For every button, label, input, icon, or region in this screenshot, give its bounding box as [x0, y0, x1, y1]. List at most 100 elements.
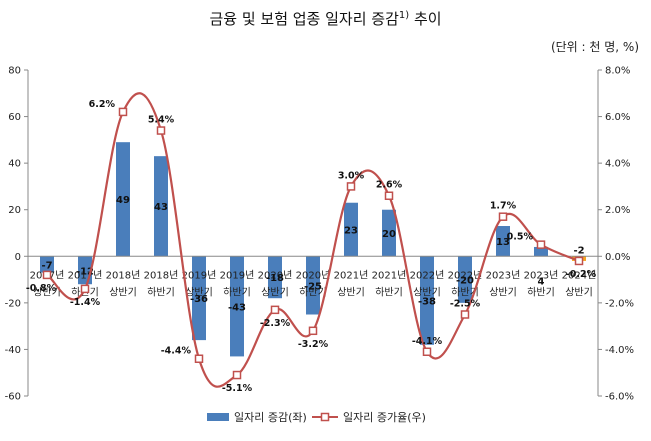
y-left-tick-label: -60	[5, 392, 21, 403]
line-value-label: 5.4%	[148, 115, 175, 126]
line-value-label: -1.4%	[70, 297, 101, 308]
x-tick-label-half: 상반기	[185, 286, 213, 298]
y-right-tick-label: -4.0%	[605, 345, 634, 356]
chart-title-note: 1)	[398, 10, 410, 21]
bar	[192, 256, 206, 341]
bar-value-label: 23	[344, 226, 358, 237]
line-point	[384, 191, 394, 200]
line-value-label: -0.2%	[566, 269, 597, 280]
y-left-tick-label: 80	[8, 66, 21, 77]
y-left-tick-label: 40	[8, 159, 21, 170]
bar	[496, 226, 510, 257]
bar-value-label: 43	[154, 202, 168, 213]
line-point	[80, 284, 90, 294]
bar-value-label: 13	[496, 237, 510, 248]
x-tick-label-half: 하반기	[451, 285, 479, 298]
line-point	[346, 182, 356, 191]
line-value-label: 6.2%	[89, 99, 116, 110]
x-tick-label-half: 상반기	[489, 286, 517, 298]
legend-line-label: 일자리 증가율(우)	[343, 410, 426, 424]
y-right-tick-label: -2.0%	[605, 298, 634, 309]
bar-value-label: 20	[382, 229, 396, 240]
line-value-label: -2.3%	[260, 318, 291, 329]
x-tick-label-half: 상반기	[413, 286, 441, 298]
x-tick-label-year: 2018년	[144, 269, 179, 281]
x-tick-label-year: 2018년	[106, 269, 141, 281]
x-tick-label-half: 하반기	[299, 285, 327, 298]
y-right-tick-label: 8.0%	[605, 66, 630, 77]
x-tick-label-half: 상반기	[33, 286, 61, 298]
bar	[268, 256, 282, 299]
line-point	[194, 354, 204, 363]
chart-title-text: 금융 및 보험 업종 일자리 증감	[209, 10, 399, 28]
line-point	[308, 326, 318, 336]
line-point	[270, 305, 280, 315]
line-value-label: -4.1%	[412, 336, 443, 347]
line-point	[156, 126, 166, 135]
bar-value-label: -2	[573, 245, 584, 256]
bar	[534, 246, 548, 257]
bar-value-label: -36	[190, 294, 208, 305]
line-point	[498, 212, 508, 221]
line-point	[42, 270, 52, 280]
y-right-tick-label: 6.0%	[605, 112, 630, 123]
x-tick-label-year: 2023년	[524, 269, 559, 281]
bar-value-label: 49	[116, 195, 130, 206]
x-tick-label-year: 2020년	[296, 269, 331, 281]
x-tick-label-half: 하반기	[223, 285, 251, 298]
y-right-tick-label: 2.0%	[605, 205, 630, 216]
bar-value-label: -12	[76, 266, 94, 277]
x-tick-label-half: 하반기	[147, 285, 175, 298]
x-tick-label-year: 2023년	[486, 269, 521, 281]
bar-value-label: -38	[418, 297, 436, 308]
bar-value-label: -25	[304, 281, 322, 292]
chart-title-suffix: 추이	[409, 10, 442, 28]
line-value-label: -3.2%	[298, 339, 329, 350]
x-tick-label-year: 2021년	[372, 269, 407, 281]
x-tick-label-half: 상반기	[109, 286, 137, 298]
line-point	[118, 107, 128, 117]
bar	[116, 142, 130, 257]
x-tick-label-year: 2024년	[562, 269, 597, 281]
line-value-label: -2.5%	[450, 299, 481, 310]
x-tick-label-year: 2020년	[258, 269, 293, 281]
x-tick-label-year: 2022년	[410, 269, 445, 281]
bar	[230, 256, 244, 357]
x-tick-label-half: 상반기	[565, 286, 593, 298]
line-point	[536, 240, 546, 249]
y-left-tick-label: 0	[15, 252, 21, 263]
bar	[306, 256, 320, 315]
legend-bar-swatch	[207, 413, 229, 421]
bar-value-label: -18	[266, 273, 284, 284]
bar	[344, 202, 358, 257]
x-tick-label-half: 하반기	[527, 285, 555, 298]
unit-label: (단위 : 천 명, %)	[550, 40, 639, 54]
bar	[154, 156, 168, 257]
chart-title: 금융 및 보험 업종 일자리 증감1) 추이	[0, 8, 651, 29]
bar	[458, 256, 472, 303]
x-tick-label-year: 2019년	[182, 269, 217, 281]
y-left-tick-label: -40	[5, 345, 21, 356]
line-point	[422, 347, 432, 357]
line-value-label: -0.8%	[26, 283, 57, 294]
legend-bar-label: 일자리 증감(좌)	[234, 410, 307, 424]
x-tick-label-half: 상반기	[261, 286, 289, 298]
x-tick-label-year: 2021년	[334, 269, 369, 281]
bar	[40, 256, 54, 273]
y-right-tick-label: 4.0%	[605, 159, 630, 170]
x-tick-label-year: 2017년	[68, 269, 103, 281]
line-point	[232, 370, 242, 380]
bar	[420, 256, 434, 345]
x-tick-label-half: 하반기	[375, 285, 403, 298]
y-right-tick-label: 0.0%	[605, 252, 630, 263]
line-value-label: 0.5%	[507, 232, 534, 243]
line-value-label: -4.4%	[161, 346, 192, 357]
bar-value-label: 4	[538, 276, 545, 287]
x-tick-label-year: 2022년	[448, 269, 483, 281]
line-value-label: 2.6%	[376, 180, 403, 191]
line-value-label: 1.7%	[490, 201, 517, 212]
y-left-tick-label: -20	[5, 298, 21, 309]
line-series	[46, 92, 580, 388]
